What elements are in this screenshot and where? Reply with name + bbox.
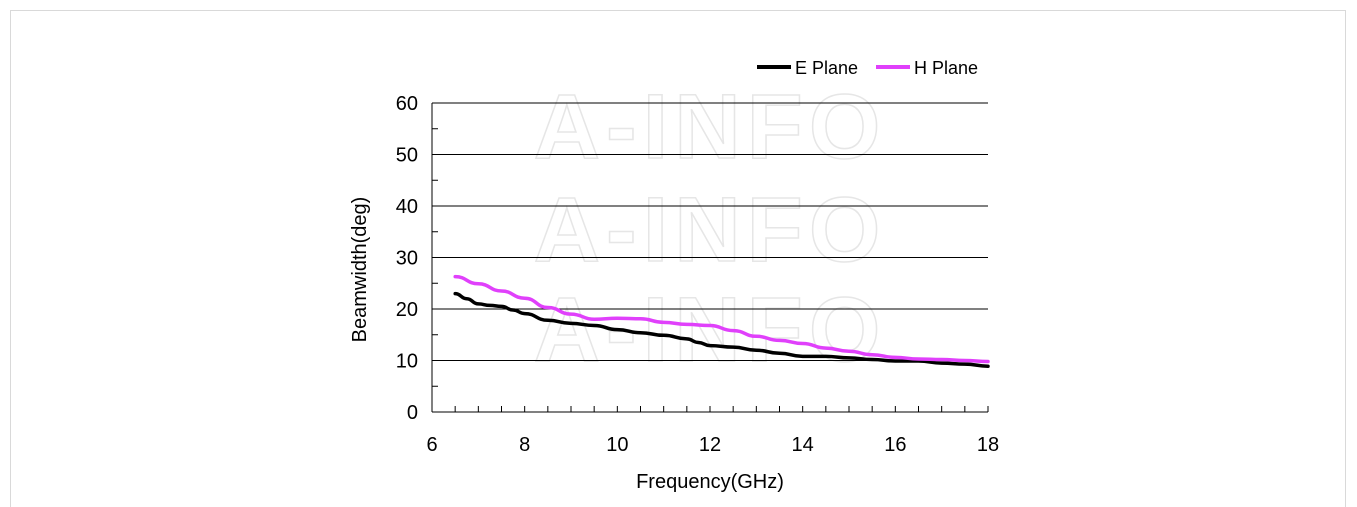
legend-label-e-plane: E Plane [795, 58, 858, 78]
grid-lines [432, 102, 988, 361]
watermark-text-1: A-INFO [534, 179, 887, 281]
x-tick-label-18: 18 [977, 434, 999, 456]
chart-frame [10, 10, 1346, 507]
y-tick-label-0: 0 [407, 402, 418, 424]
data-series [453, 274, 990, 368]
y-tick-label-50: 50 [396, 145, 418, 167]
y-tick-label-40: 40 [396, 196, 418, 218]
series-line-h-plane [453, 274, 990, 364]
x-tick-label-10: 10 [606, 434, 628, 456]
x-tick-label-8: 8 [519, 434, 530, 456]
legend: E Plane H Plane [757, 58, 978, 78]
x-tick-label-16: 16 [884, 434, 906, 456]
watermark-text-2: A-INFO [534, 279, 887, 381]
y-tick-label-20: 20 [396, 299, 418, 321]
watermark-text-0: A-INFO [534, 76, 887, 178]
x-tick-label-6: 6 [426, 434, 437, 456]
axes [431, 102, 989, 413]
y-axis-title: Beamwidth(deg) [349, 197, 371, 343]
series-line-e-plane [453, 291, 990, 368]
legend-label-h-plane: H Plane [914, 58, 978, 78]
y-tick-label-30: 30 [396, 248, 418, 270]
tick-labels: 0 10 20 30 40 50 60 6 8 10 12 14 16 18 [396, 93, 999, 456]
x-axis-title: Frequency(GHz) [636, 471, 784, 493]
x-tick-label-12: 12 [699, 434, 721, 456]
y-tick-label-10: 10 [396, 351, 418, 373]
y-tick-label-60: 60 [396, 93, 418, 115]
x-tick-label-14: 14 [792, 434, 814, 456]
